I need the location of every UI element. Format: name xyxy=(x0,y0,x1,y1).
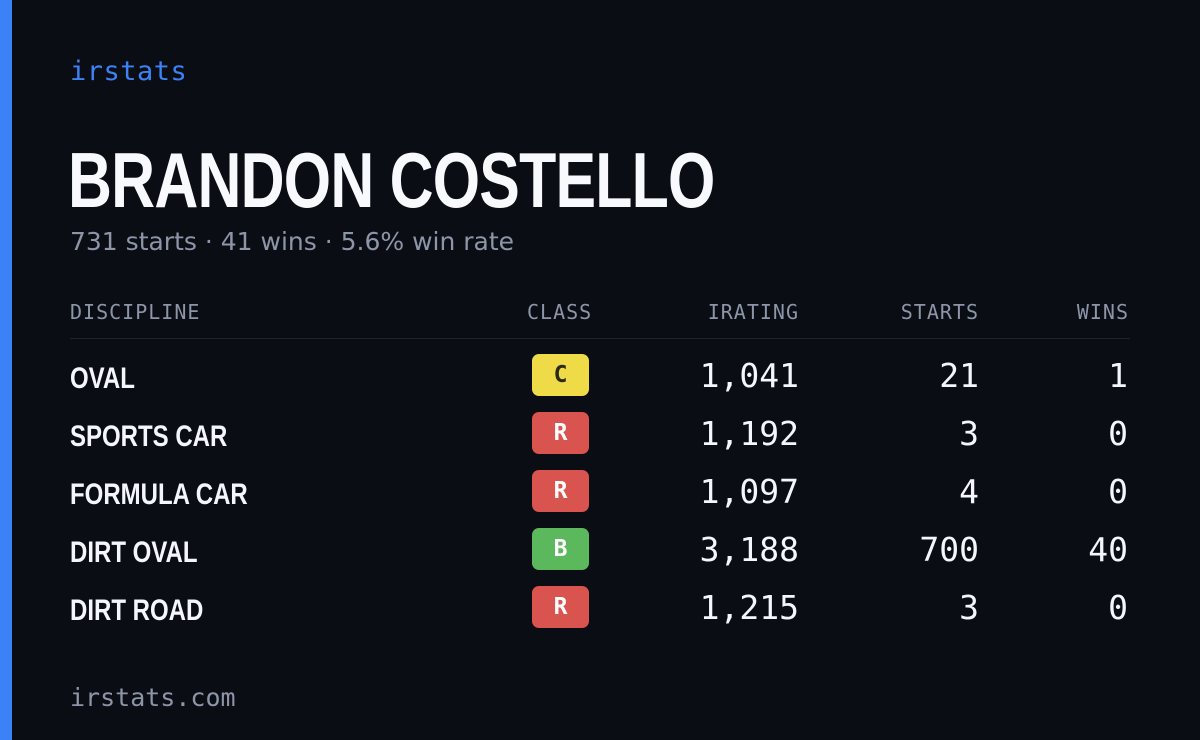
starts-value: 3 xyxy=(959,414,979,453)
class-badge: R xyxy=(532,470,589,512)
discipline-name: DIRT ROAD xyxy=(70,594,204,627)
irating-value: 1,041 xyxy=(699,356,799,395)
wins-value: 0 xyxy=(1108,414,1128,453)
player-name: BRANDON COSTELLO xyxy=(68,136,715,224)
player-summary: 731 starts · 41 wins · 5.6% win rate xyxy=(70,227,515,256)
irating-value: 1,097 xyxy=(699,472,799,511)
table-row: DIRT ROAD R 1,215 3 0 xyxy=(70,582,1130,640)
discipline-name: OVAL xyxy=(70,362,135,395)
header-discipline: DISCIPLINE xyxy=(70,300,201,324)
starts-value: 21 xyxy=(939,356,979,395)
irating-value: 1,192 xyxy=(699,414,799,453)
class-badge: B xyxy=(532,528,589,570)
accent-bar xyxy=(0,0,12,740)
class-badge: C xyxy=(532,354,589,396)
header-irating: IRATING xyxy=(707,300,799,324)
wins-value: 0 xyxy=(1108,588,1128,627)
class-badge: R xyxy=(532,412,589,454)
irating-value: 3,188 xyxy=(699,530,799,569)
table-row: OVAL C 1,041 21 1 xyxy=(70,350,1130,408)
header-starts: STARTS xyxy=(900,300,979,324)
wins-value: 0 xyxy=(1108,472,1128,511)
discipline-table: OVAL C 1,041 21 1 SPORTS CAR R 1,192 3 0… xyxy=(70,350,1130,640)
wins-value: 40 xyxy=(1088,530,1128,569)
discipline-name: DIRT OVAL xyxy=(70,536,198,569)
class-badge: R xyxy=(532,586,589,628)
irating-value: 1,215 xyxy=(699,588,799,627)
brand-logo-text: irstats xyxy=(70,56,188,87)
table-header: DISCIPLINE CLASS IRATING STARTS WINS xyxy=(70,300,1130,339)
wins-value: 1 xyxy=(1108,356,1128,395)
header-wins: WINS xyxy=(1076,300,1129,324)
table-row: DIRT OVAL B 3,188 700 40 xyxy=(70,524,1130,582)
footer-url: irstats.com xyxy=(70,683,236,712)
starts-value: 700 xyxy=(919,530,979,569)
discipline-name: FORMULA CAR xyxy=(70,478,248,511)
starts-value: 3 xyxy=(959,588,979,627)
table-row: SPORTS CAR R 1,192 3 0 xyxy=(70,408,1130,466)
header-class: CLASS xyxy=(527,300,593,324)
starts-value: 4 xyxy=(959,472,979,511)
discipline-name: SPORTS CAR xyxy=(70,420,228,453)
table-row: FORMULA CAR R 1,097 4 0 xyxy=(70,466,1130,524)
